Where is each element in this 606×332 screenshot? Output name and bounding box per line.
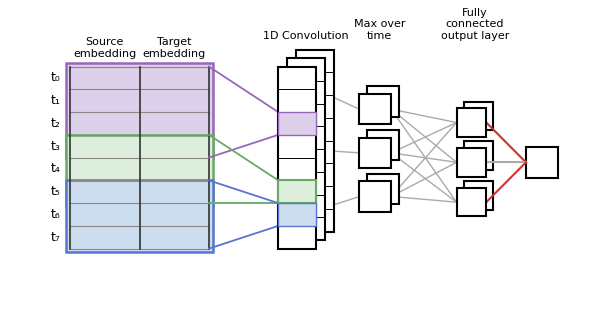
Bar	[464, 141, 493, 170]
Bar	[296, 49, 334, 231]
Text: t₀: t₀	[50, 71, 60, 84]
Bar	[367, 86, 399, 117]
Bar	[66, 180, 213, 252]
Bar	[456, 188, 486, 216]
Text: Max over
time: Max over time	[353, 19, 405, 41]
Bar	[278, 180, 316, 203]
Bar	[359, 94, 391, 124]
Text: Fully
connected
output layer: Fully connected output layer	[441, 8, 509, 41]
Bar	[287, 58, 325, 240]
Text: t₇: t₇	[50, 231, 60, 244]
Text: t₃: t₃	[50, 140, 60, 153]
Bar	[278, 203, 316, 226]
Bar	[456, 108, 486, 137]
Bar	[359, 138, 391, 168]
Text: 1D Convolution: 1D Convolution	[263, 31, 349, 41]
Bar	[464, 181, 493, 210]
Bar	[367, 130, 399, 160]
Text: t₂: t₂	[50, 117, 60, 130]
Bar	[359, 181, 391, 211]
Bar	[66, 135, 213, 206]
Text: Target
embedding: Target embedding	[142, 38, 206, 59]
Bar	[456, 148, 486, 177]
Bar	[66, 63, 213, 158]
Bar	[278, 67, 316, 249]
Bar	[464, 102, 493, 130]
Text: t₅: t₅	[50, 185, 60, 198]
Text: t₁: t₁	[50, 94, 60, 107]
Bar	[526, 147, 558, 178]
Text: t₄: t₄	[50, 162, 60, 176]
Bar	[367, 174, 399, 204]
Text: Source
embedding: Source embedding	[73, 38, 136, 59]
Text: t₆: t₆	[50, 208, 60, 221]
Bar	[278, 112, 316, 135]
